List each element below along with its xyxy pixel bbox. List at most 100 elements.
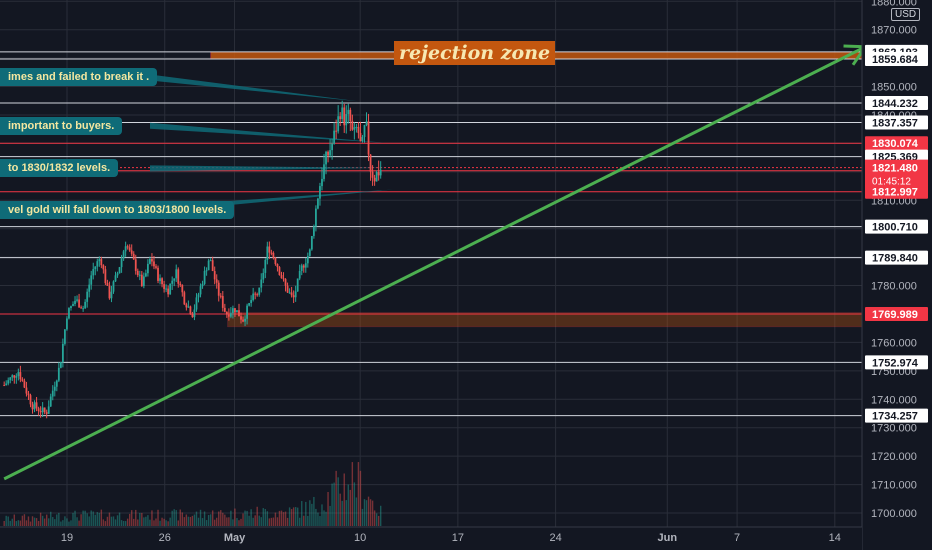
volume-bar [199, 509, 202, 526]
callout-levels: to 1830/1832 levels. [0, 159, 119, 178]
candle-body [51, 390, 54, 397]
level-tag: 1812.997 [872, 187, 918, 199]
candle-body [221, 296, 224, 308]
volume-bar [108, 512, 111, 526]
y-tick-label: 1700.000 [871, 508, 917, 520]
level-tag-bg [865, 115, 928, 130]
volume-bar [120, 520, 123, 526]
candle-body [284, 279, 287, 286]
candle-body [286, 285, 289, 293]
volume-bar [74, 510, 76, 526]
candle-body [112, 281, 115, 292]
candle-body [167, 288, 170, 295]
y-tick-label: 1760.000 [871, 337, 917, 349]
volume-bar [313, 496, 315, 526]
candle-body [280, 275, 283, 279]
candle-body [142, 276, 145, 287]
x-tick-label: Jun [657, 532, 677, 544]
candle-body [90, 275, 93, 285]
volume-bar [203, 511, 206, 526]
level-tag: 1752.974 [872, 357, 919, 369]
volume-bar [224, 514, 226, 526]
volume-bar [369, 499, 372, 526]
volume-bar [90, 510, 92, 526]
volume-bar [149, 519, 151, 526]
candle-body [17, 372, 20, 377]
candle-body [80, 307, 82, 309]
volume-bar [193, 514, 196, 526]
volume-bar [181, 512, 184, 526]
candle-body [55, 380, 58, 387]
candle-body [347, 109, 350, 115]
volume-bar [303, 515, 305, 526]
candle-body [61, 343, 64, 363]
y-tick-label: 1870.000 [871, 25, 917, 37]
volume-bar [359, 470, 362, 526]
volume-bar [29, 521, 32, 526]
candle-body [189, 306, 192, 315]
volume-bar [195, 511, 198, 526]
candlesticks [3, 100, 382, 419]
callout-failed-break: imes and failed to break it . [0, 68, 158, 87]
candle-body [377, 172, 380, 176]
callout-pointer [150, 165, 387, 172]
candle-body [260, 279, 263, 288]
x-tick-label: May [224, 532, 246, 544]
candle-body [215, 279, 218, 283]
candle-body [120, 258, 123, 268]
candle-body [140, 274, 143, 287]
currency-badge[interactable]: USD [891, 8, 921, 21]
candle-body [183, 292, 186, 305]
volume-bar [222, 512, 224, 526]
candle-body [35, 402, 38, 409]
candle-body [333, 130, 336, 144]
volume-bar [337, 477, 339, 526]
candle-body [78, 299, 80, 308]
volume-bar [27, 516, 30, 526]
volume-bar [17, 520, 20, 526]
level-tag: 1789.840 [872, 253, 918, 265]
candle-body [361, 137, 364, 142]
volume-bar [373, 510, 376, 526]
candle-body [244, 318, 246, 322]
x-tick-label: 19 [61, 532, 73, 544]
candle-body [323, 164, 325, 179]
candle-body [321, 178, 323, 187]
candle-body [169, 283, 172, 295]
candle-body [102, 265, 105, 270]
time-axis[interactable]: 19 26 May 10 17 24 Jun 7 14 [0, 526, 862, 550]
volume-bar [7, 516, 9, 526]
candle-body [181, 285, 184, 293]
price-axis[interactable]: 1700.000 1710.000 1720.000 1730.000 1740.000… [861, 0, 932, 550]
level-tag: 1844.232 [872, 98, 918, 110]
volume-bar [341, 500, 343, 526]
volume-bar [185, 514, 188, 526]
callout-pointer [150, 122, 386, 143]
candle-body [268, 246, 271, 253]
candle-body [223, 307, 226, 312]
volume-bar [355, 497, 358, 526]
candle-body [345, 114, 348, 126]
candle-body [7, 380, 10, 384]
volume-bar [145, 516, 147, 526]
volume-bar [246, 510, 248, 526]
volume-bar [260, 517, 262, 526]
volume-bar [301, 501, 303, 526]
volume-bar [131, 510, 133, 526]
candle-body [232, 308, 234, 314]
candle-body [173, 278, 176, 281]
volume-bar [262, 508, 264, 526]
volume-bar [197, 517, 200, 526]
candle-body [187, 306, 190, 308]
volume-bar [347, 484, 349, 526]
volume-bar [325, 511, 327, 526]
candle-body [203, 270, 206, 284]
volume-bar [62, 520, 64, 526]
volume-bar [139, 512, 141, 526]
y-tick-label: 1710.000 [871, 480, 917, 492]
candle-body [149, 258, 151, 264]
candle-body [193, 309, 196, 318]
candle-body [116, 273, 119, 276]
callout-pointer [150, 74, 359, 102]
